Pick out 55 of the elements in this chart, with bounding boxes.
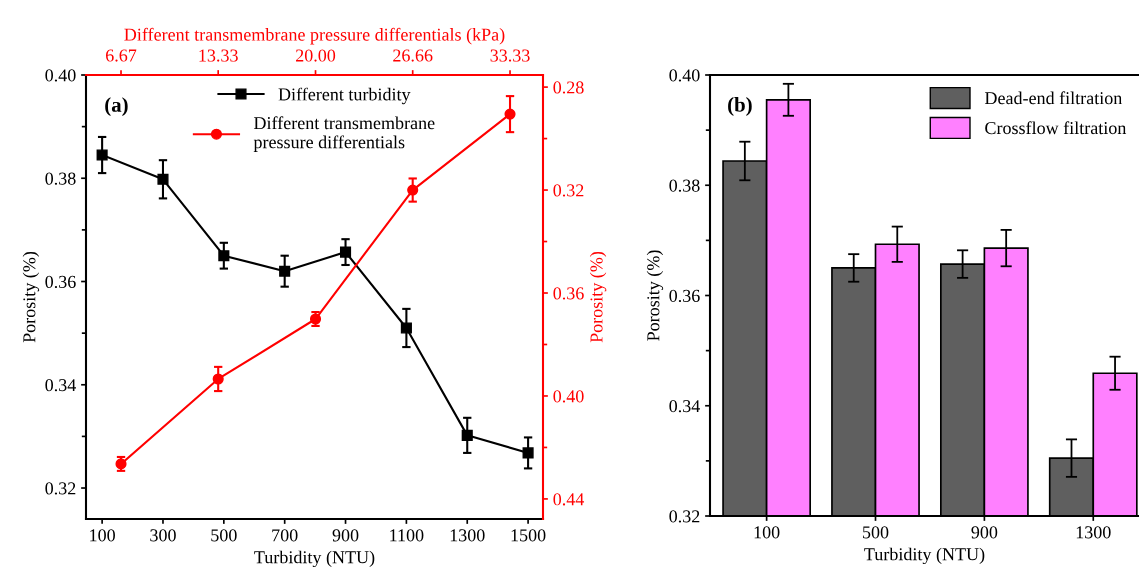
y-axis-title: Porosity (%) — [22, 251, 40, 343]
x-tick-label: 26.66 — [393, 49, 433, 62]
y-axis-title: Porosity (%) — [589, 251, 607, 343]
point — [157, 173, 169, 185]
x-tick-label: 500 — [211, 529, 237, 542]
legend-label: Dead-end filtration — [984, 91, 1123, 105]
y-tick-label: 0.40 — [669, 69, 700, 82]
x-tick-label: 1300 — [1076, 526, 1111, 539]
x-tick-label: 300 — [150, 529, 176, 542]
point — [212, 373, 224, 385]
y-tick-label: 0.34 — [669, 400, 700, 413]
y-tick-label: 0.40 — [553, 390, 584, 403]
annotation: (a) — [105, 97, 128, 117]
point — [96, 149, 108, 161]
point — [504, 108, 516, 120]
legend-label: Crossflow filtration — [985, 121, 1127, 135]
x-tick-label: 1100 — [390, 529, 424, 542]
x-tick-label: 100 — [754, 526, 780, 539]
x-tick-label: 700 — [272, 529, 298, 542]
x-tick-label: 13.33 — [199, 49, 238, 62]
y-tick-label: 0.32 — [45, 482, 76, 495]
point — [522, 447, 534, 459]
point — [279, 265, 291, 277]
x-tick-label: 900 — [971, 526, 998, 539]
x-tick-label: 1500 — [511, 529, 546, 542]
x-axis-title: Different transmembrane pressure differentials (kPa) — [124, 27, 505, 45]
x-tick-label: 1300 — [450, 529, 485, 542]
x-tick-label: 20.00 — [296, 49, 336, 62]
x-axis-title: Turbidity (NTU) — [254, 550, 375, 568]
x-axis-title: Turbidity (NTU) — [864, 547, 985, 565]
y-tick-label: 0.36 — [553, 287, 584, 300]
y-tick-label: 0.44 — [553, 493, 585, 506]
y-tick-label: 0.32 — [553, 184, 584, 197]
point — [400, 322, 412, 334]
y-tick-label: 0.36 — [669, 289, 700, 303]
legend-label: Different turbidity — [278, 87, 411, 105]
point — [339, 246, 352, 258]
y-tick-label: 0.32 — [669, 510, 700, 523]
point — [407, 184, 419, 196]
point — [218, 250, 230, 262]
y-tick-label: 0.38 — [45, 172, 76, 185]
y-tick-label: 0.28 — [553, 81, 584, 94]
x-tick-label: 33.33 — [490, 49, 530, 62]
y-axis-title: Porosity (%) — [646, 250, 664, 341]
y-tick-label: 0.36 — [45, 275, 76, 289]
x-tick-label: 100 — [90, 529, 115, 542]
x-tick-label: 500 — [863, 526, 889, 539]
y-tick-label: 0.34 — [45, 379, 76, 392]
legend-label: Different transmembrane pressure differentials — [253, 116, 435, 152]
x-tick-label: 6.67 — [106, 49, 137, 62]
y-tick-label: 0.40 — [45, 69, 76, 82]
x-tick-label: 900 — [332, 529, 359, 542]
y-tick-label: 0.38 — [669, 179, 700, 192]
annotation: (b) — [728, 97, 752, 116]
point — [461, 429, 473, 441]
